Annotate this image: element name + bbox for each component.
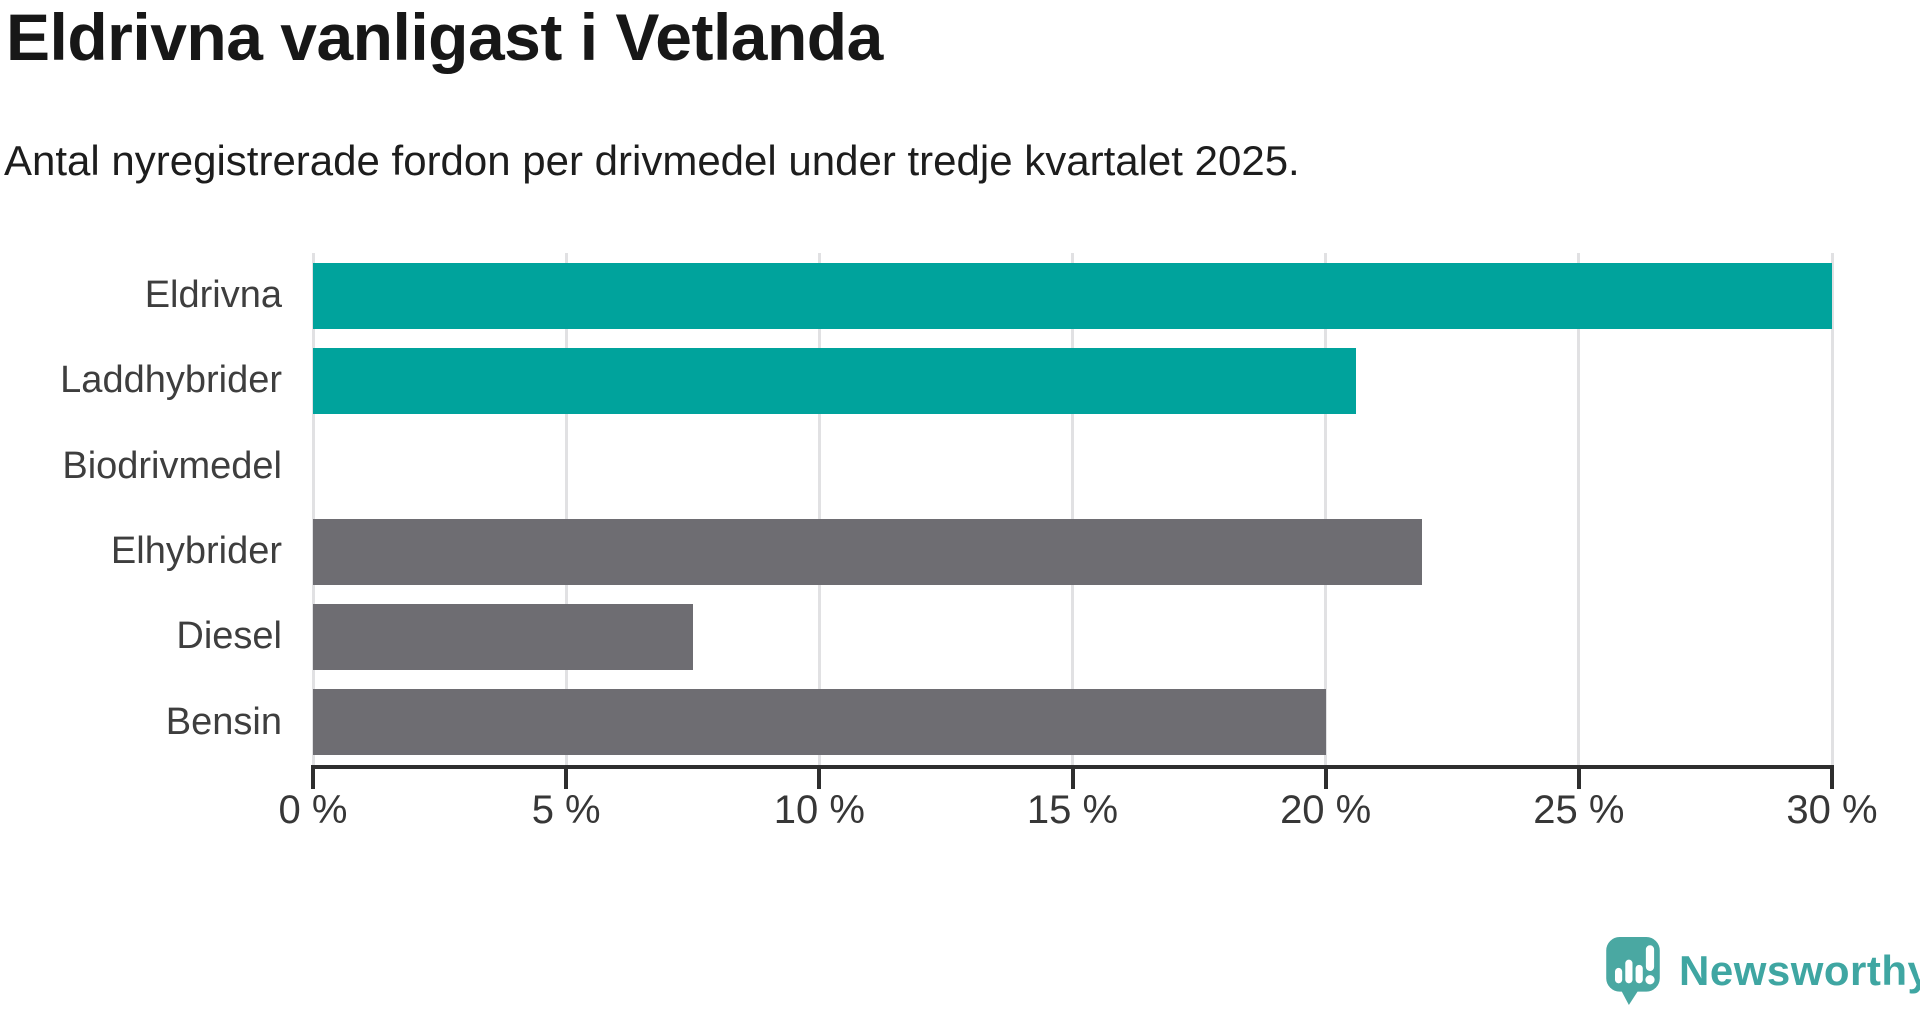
category-label: Biodrivmedel xyxy=(62,444,282,487)
bar xyxy=(313,518,1422,585)
bar xyxy=(313,348,1357,414)
gridline xyxy=(1577,253,1581,765)
gridline xyxy=(1071,253,1074,765)
category-label: Elhybrider xyxy=(110,530,282,572)
gridline xyxy=(1830,253,1834,765)
x-axis-tick-label: 15 % xyxy=(1026,788,1119,832)
x-axis-tick-label: 5 % xyxy=(531,788,601,832)
x-axis-tick xyxy=(1830,765,1834,789)
x-axis-tick-label: 25 % xyxy=(1533,788,1625,832)
x-axis-tick xyxy=(564,765,569,789)
gridline xyxy=(1324,253,1328,765)
newsworthy-logo: Newsworthy xyxy=(1604,936,1920,1006)
x-axis-tick xyxy=(311,765,315,789)
gridline xyxy=(311,253,315,765)
category-label: Laddhybrider xyxy=(60,359,282,402)
category-label: Eldrivna xyxy=(144,274,282,316)
bar xyxy=(313,689,1326,756)
x-axis-tick-label: 20 % xyxy=(1280,788,1372,832)
chart-subtitle: Antal nyregistrerade fordon per drivmede… xyxy=(4,137,1300,184)
x-axis-tick xyxy=(1070,765,1075,789)
speech-bubble-bar-chart-icon xyxy=(1606,937,1660,1005)
newsworthy-brand-text: Newsworthy xyxy=(1679,947,1920,994)
x-axis-tick-label: 30 % xyxy=(1786,788,1878,832)
bar xyxy=(313,262,1832,329)
gridline xyxy=(564,253,568,765)
x-axis-tick-label: 0 % xyxy=(278,788,348,832)
x-axis-tick xyxy=(1323,765,1328,789)
chart-title: Eldrivna vanligast i Vetlanda xyxy=(6,0,883,74)
x-axis-tick-label: 10 % xyxy=(773,788,865,832)
category-label: Diesel xyxy=(176,615,282,658)
gridline xyxy=(817,253,821,765)
bar xyxy=(313,604,693,670)
category-label: Bensin xyxy=(165,700,282,743)
x-axis-tick xyxy=(817,765,822,789)
x-axis-tick xyxy=(1576,765,1581,789)
